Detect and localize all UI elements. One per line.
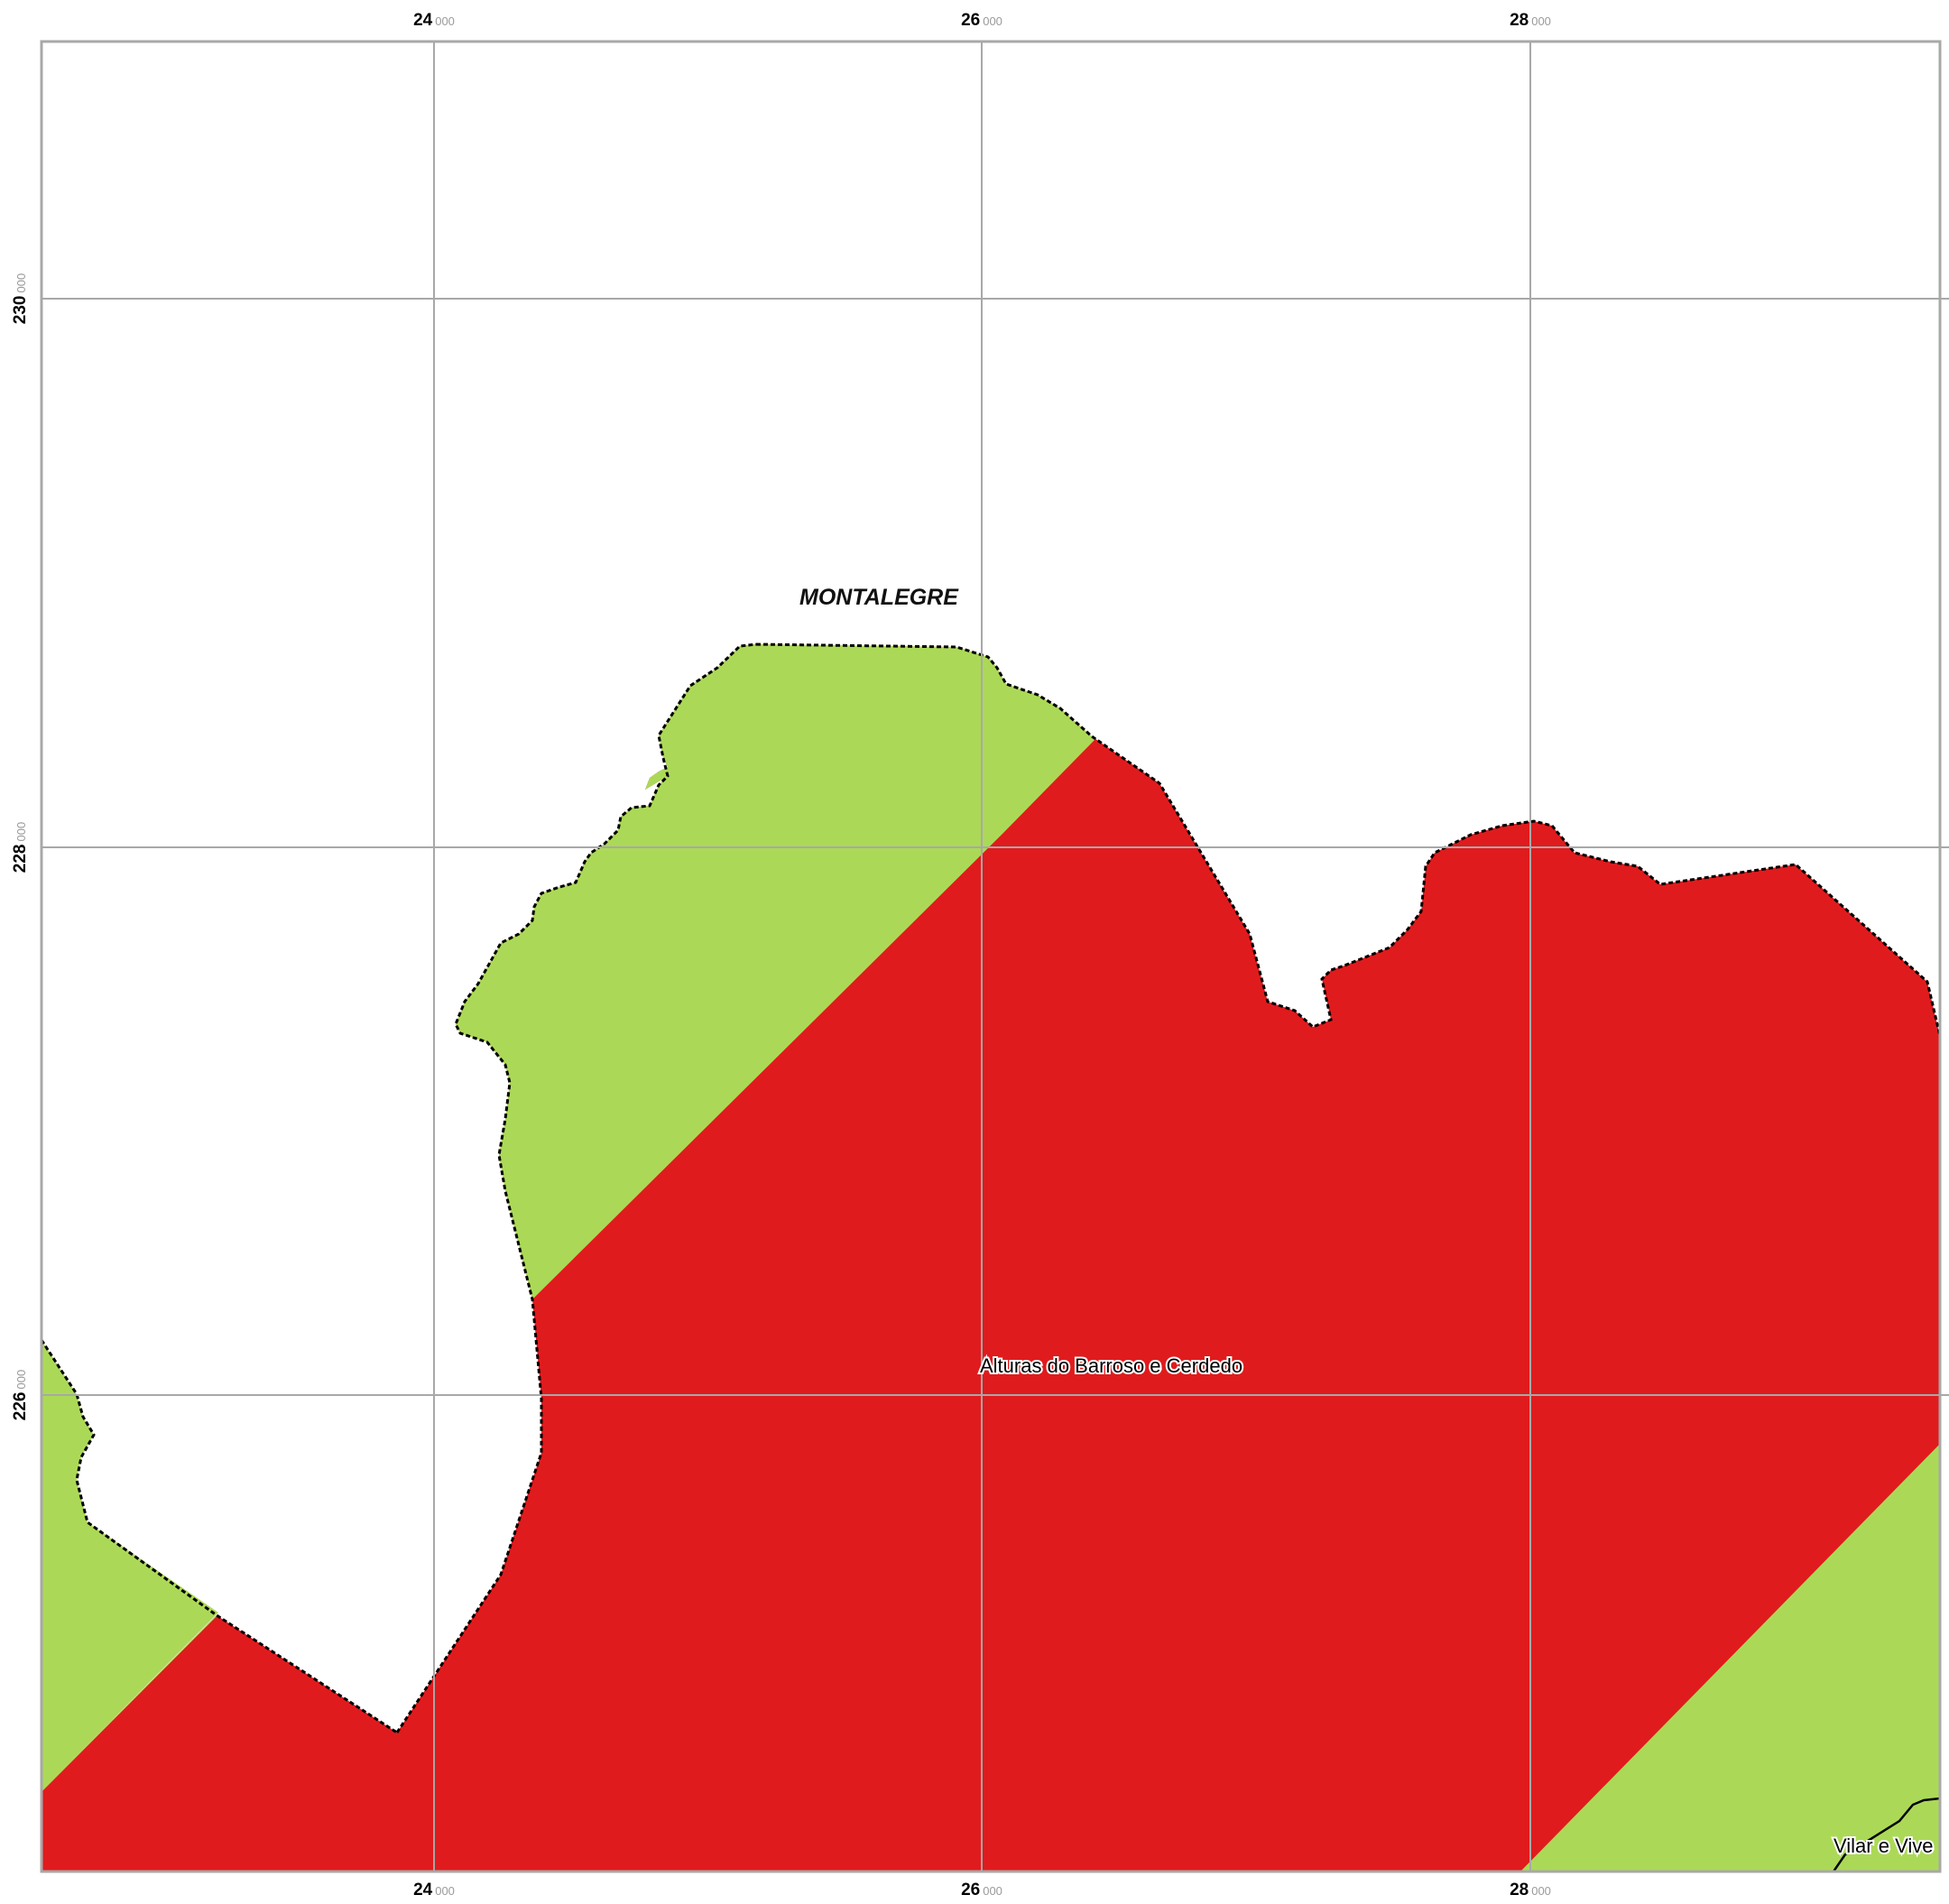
tick-label-bottom-26: 26 000 bbox=[961, 1881, 1002, 1899]
tick-label-left-226: 226000 bbox=[11, 1370, 30, 1420]
zone-green-band-south bbox=[1498, 1444, 1940, 1872]
tick-label-top-24: 24 000 bbox=[413, 11, 455, 30]
tick-labels-top: 24 000 26 000 28 000 bbox=[413, 11, 1551, 30]
map-frame bbox=[40, 40, 1942, 1873]
tick-label-top-28: 28 000 bbox=[1510, 11, 1551, 30]
tick-labels-bottom: 24 000 26 000 28 000 bbox=[413, 1881, 1551, 1899]
tick-label-left-228: 228000 bbox=[11, 822, 30, 873]
boundary-line-west bbox=[42, 1339, 398, 1734]
tick-label-bottom-28: 28 000 bbox=[1510, 1881, 1551, 1899]
tick-label-left-230: 230000 bbox=[11, 273, 30, 324]
tick-labels-left: 230000 228000 226000 bbox=[11, 273, 30, 1420]
boundary-line-main bbox=[395, 642, 1940, 1733]
parish-polygon-west[interactable] bbox=[42, 1339, 398, 1791]
zone-green-west bbox=[42, 1340, 218, 1791]
parish-label-corner: Vilar e Vive bbox=[1834, 1835, 1933, 1857]
tick-label-top-26: 26 000 bbox=[961, 11, 1002, 30]
parish-label-main: Alturas do Barroso e Cerdedo bbox=[980, 1354, 1242, 1377]
coordinate-grid bbox=[42, 42, 1949, 1872]
boundary-line-southeast bbox=[1832, 1797, 1940, 1872]
municipality-label: MONTALEGRE bbox=[799, 585, 959, 610]
tick-label-bottom-24: 24 000 bbox=[413, 1881, 455, 1899]
